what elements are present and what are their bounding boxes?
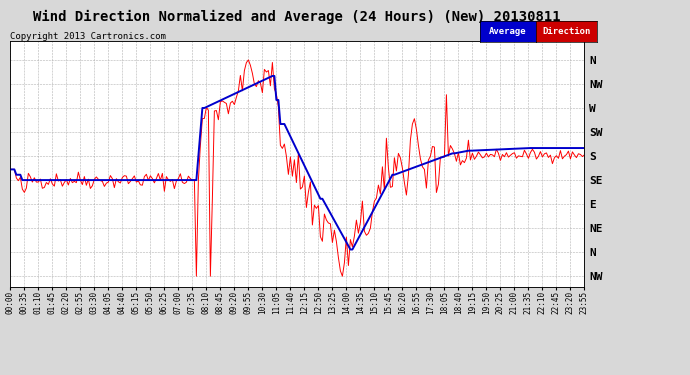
Average <box>502 147 511 151</box>
Average <box>298 159 306 164</box>
Direction <box>193 274 201 279</box>
Direction <box>244 58 253 62</box>
Average <box>516 146 524 151</box>
Average <box>580 146 589 150</box>
Text: Direction: Direction <box>542 27 591 36</box>
Direction <box>6 167 14 172</box>
Average <box>346 247 355 252</box>
Text: Average: Average <box>489 27 526 36</box>
Direction <box>492 147 500 152</box>
Line: Average: Average <box>10 76 584 249</box>
Average <box>6 167 14 172</box>
Text: Copyright 2013 Cartronics.com: Copyright 2013 Cartronics.com <box>10 32 166 41</box>
Direction <box>56 177 64 182</box>
Direction <box>516 154 524 159</box>
Average <box>534 146 542 150</box>
Average <box>268 74 277 78</box>
Direction <box>300 174 308 178</box>
Average <box>492 147 500 152</box>
Average <box>56 178 64 182</box>
Direction <box>534 154 542 159</box>
Direction <box>502 150 511 155</box>
Direction <box>580 153 589 157</box>
Line: Direction: Direction <box>10 60 584 276</box>
Text: Wind Direction Normalized and Average (24 Hours) (New) 20130811: Wind Direction Normalized and Average (2… <box>33 9 560 24</box>
